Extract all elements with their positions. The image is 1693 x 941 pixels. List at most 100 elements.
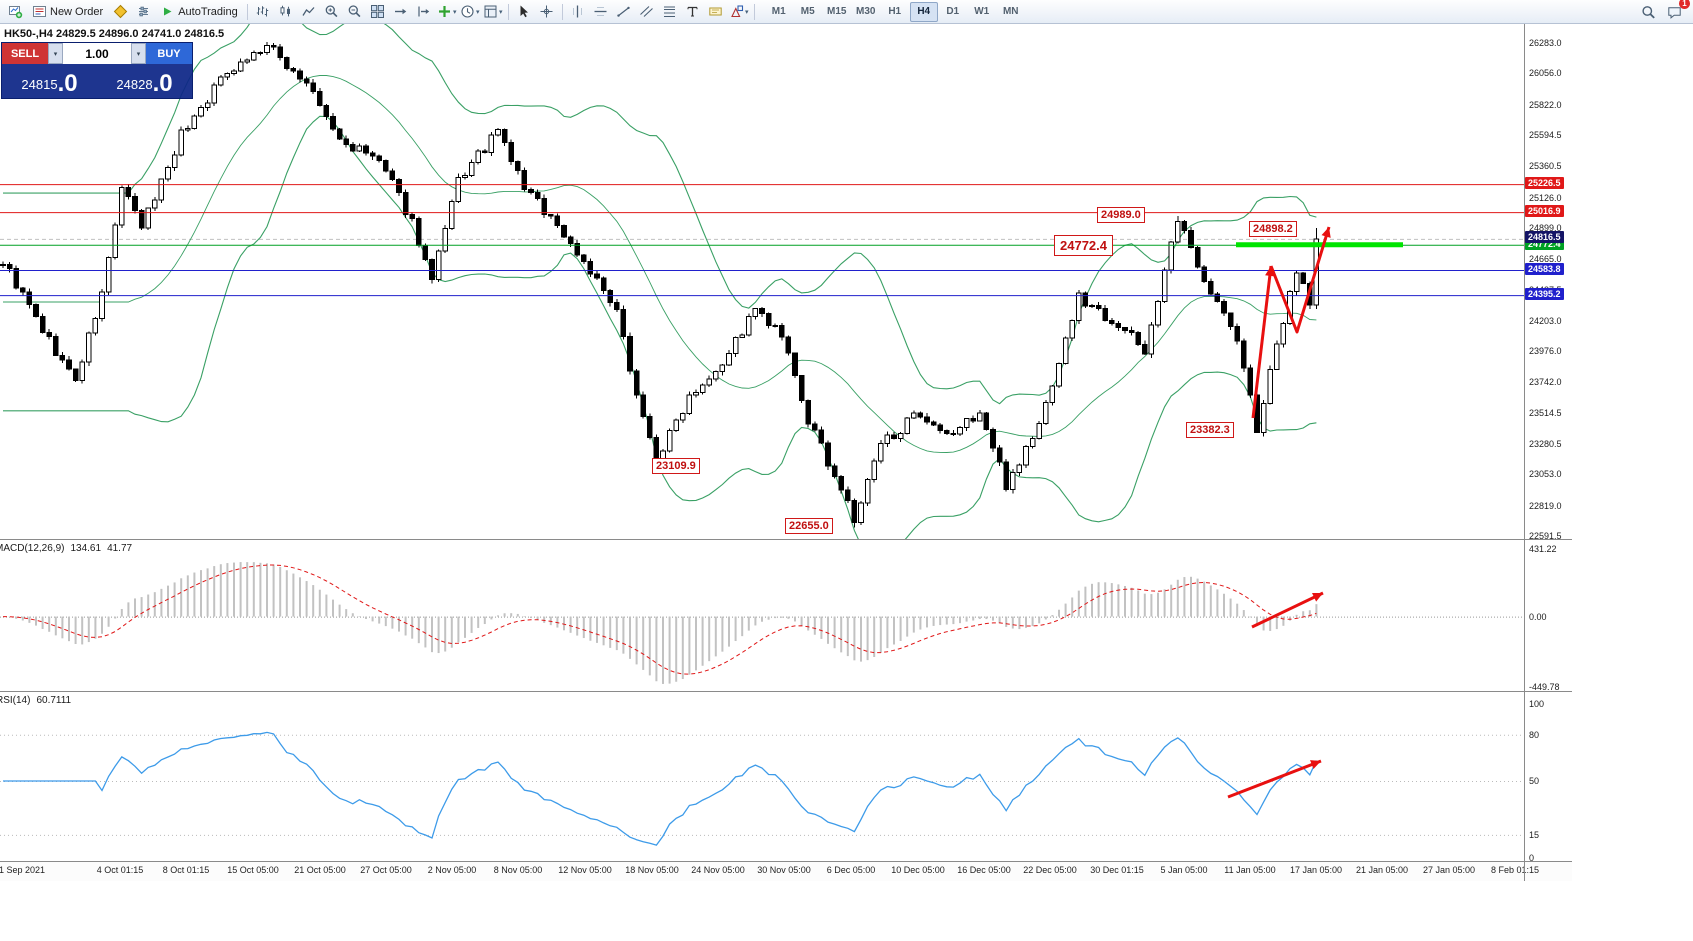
price-axis-line [1524, 24, 1525, 881]
time-axis[interactable]: 1 Sep 2021 4 Oct 01:15 8 Oct 01:15 15 Oct 0… [0, 861, 1572, 881]
macd-tick: 431.22 [1529, 544, 1557, 555]
buy-price[interactable]: 24828.0 [97, 64, 192, 98]
options-button[interactable] [132, 2, 154, 22]
chart-shift-button[interactable] [413, 2, 435, 22]
zoom-out-button[interactable] [344, 2, 366, 22]
zoom-in-button[interactable] [321, 2, 343, 22]
time-label: 11 Jan 05:00 [1224, 865, 1276, 875]
price-tick: 23280.5 [1529, 439, 1562, 450]
price-tick: 26056.0 [1529, 68, 1562, 79]
autotrading-button[interactable]: AutoTrading [155, 2, 243, 22]
price-badge-25016.9: 25016.9 [1525, 205, 1564, 218]
panel-divider[interactable] [0, 539, 1572, 540]
new-chart-button[interactable] [4, 2, 26, 22]
price-annotation-24898.2[interactable]: 24898.2 [1249, 221, 1297, 237]
volume-down-spinner[interactable]: ▾ [48, 43, 63, 64]
rsi-tick: 100 [1529, 699, 1545, 709]
panel-divider[interactable] [0, 691, 1572, 692]
rsi-value: 60.7111 [36, 695, 72, 706]
timeframe-m1-button[interactable]: M1 [771, 6, 786, 17]
templates-icon [484, 5, 497, 18]
chat-button[interactable]: 1 [1663, 0, 1690, 22]
time-label: 22 Dec 05:00 [1023, 865, 1077, 875]
bars-mode-button[interactable] [252, 2, 274, 22]
macd-surface[interactable] [0, 540, 1524, 691]
price-annotation-24772.4[interactable]: 24772.4 [1054, 235, 1113, 256]
rsi-tick: 0 [1529, 853, 1535, 863]
zoom-in-icon [325, 5, 338, 18]
price-annotation-23109.9[interactable]: 23109.9 [652, 458, 700, 474]
price-annotation-22655.0[interactable]: 22655.0 [785, 518, 833, 534]
text-label-button[interactable] [705, 2, 727, 22]
price-tick: 23514.5 [1529, 407, 1562, 418]
templates-button[interactable]: ▾ [482, 2, 504, 22]
shapes-button[interactable]: ▾ [728, 2, 750, 22]
metaeditor-button[interactable] [109, 2, 131, 22]
main-chart-surface[interactable] [0, 24, 1524, 539]
cursor-icon [520, 5, 529, 18]
price-tick: 22591.5 [1529, 531, 1562, 542]
vline-icon [573, 5, 583, 18]
volume-input[interactable] [63, 43, 131, 64]
timeframe-m30-button[interactable]: M30 [855, 6, 876, 17]
volume-up-spinner[interactable]: ▾ [131, 43, 146, 64]
auto-scroll-icon [395, 8, 407, 15]
periods-button[interactable]: ▾ [459, 2, 481, 22]
cursor-button[interactable] [513, 2, 535, 22]
auto-scroll-button[interactable] [390, 2, 412, 22]
macd-signal-value: 41.77 [107, 543, 133, 554]
search-button[interactable] [1637, 2, 1659, 22]
trend-arrow[interactable] [1251, 265, 1273, 419]
timeframe-h4-button[interactable]: H4 [909, 1, 938, 22]
timeframe-w1-button[interactable]: W1 [974, 6, 990, 17]
indicators-button[interactable]: ▾ [436, 2, 458, 22]
timeframe-mn-button[interactable]: MN [1002, 6, 1019, 17]
timeframe-h1-button[interactable]: H1 [888, 6, 902, 17]
bollinger-upper-band [3, 24, 1317, 405]
price-annotation-23382.3[interactable]: 23382.3 [1186, 422, 1234, 438]
chart-shift-icon [418, 6, 430, 17]
autotrading-icon [164, 7, 172, 16]
macd-panel: MACD(12,26,9) 134.61 41.77 [0, 540, 1524, 691]
toolbar-separator [507, 3, 509, 20]
fibonacci-button[interactable] [659, 2, 681, 22]
trend-arrow[interactable] [1269, 226, 1331, 334]
time-label: 15 Oct 05:00 [227, 865, 279, 875]
timeframe-m15-button[interactable]: M15 [826, 6, 847, 17]
candles-mode-button[interactable] [275, 2, 297, 22]
tile-windows-button[interactable] [367, 2, 389, 22]
buy-button[interactable]: BUY [146, 43, 192, 64]
channel-button[interactable] [636, 2, 658, 22]
current-price-badge: 24816.5 [1525, 230, 1564, 243]
bollinger-middle-band [3, 75, 1317, 453]
vertical-line-button[interactable] [567, 2, 589, 22]
sell-price[interactable]: 24815.0 [2, 64, 97, 98]
channel-icon [640, 6, 654, 17]
panel-divider [0, 861, 1572, 862]
horizontal-line-button[interactable] [590, 2, 612, 22]
text-button[interactable] [682, 2, 704, 22]
zoom-out-icon [348, 5, 361, 18]
sell-button[interactable]: SELL [2, 43, 48, 64]
timeframe-d1-button[interactable]: D1 [946, 6, 960, 17]
price-tick: 25360.5 [1529, 161, 1562, 172]
rsi-surface[interactable] [0, 692, 1524, 861]
price-tick: 25594.5 [1529, 129, 1562, 140]
price-tick: 24665.0 [1529, 254, 1562, 265]
new-order-button[interactable]: New Order [27, 2, 108, 22]
buy-price-fraction: .0 [152, 70, 173, 97]
time-label: 16 Dec 05:00 [957, 865, 1011, 875]
new-chart-icon [8, 6, 22, 19]
buy-price-main: 24828 [116, 77, 153, 92]
trend-arrow[interactable] [1251, 591, 1324, 629]
timeframe-m5-button[interactable]: M5 [800, 6, 815, 17]
price-annotation-24989.0[interactable]: 24989.0 [1097, 207, 1145, 223]
crosshair-button[interactable] [536, 2, 558, 22]
trend-arrow[interactable] [1227, 759, 1322, 799]
line-mode-button[interactable] [298, 2, 320, 22]
trendline-button[interactable] [613, 2, 635, 22]
price-axis: 26283.0 26056.0 25822.0 25594.5 25360.5 25126… [1525, 24, 1600, 881]
time-label: 4 Oct 01:15 [96, 865, 144, 875]
time-label: 18 Nov 05:00 [625, 865, 679, 875]
macd-histogram [8, 562, 1318, 684]
